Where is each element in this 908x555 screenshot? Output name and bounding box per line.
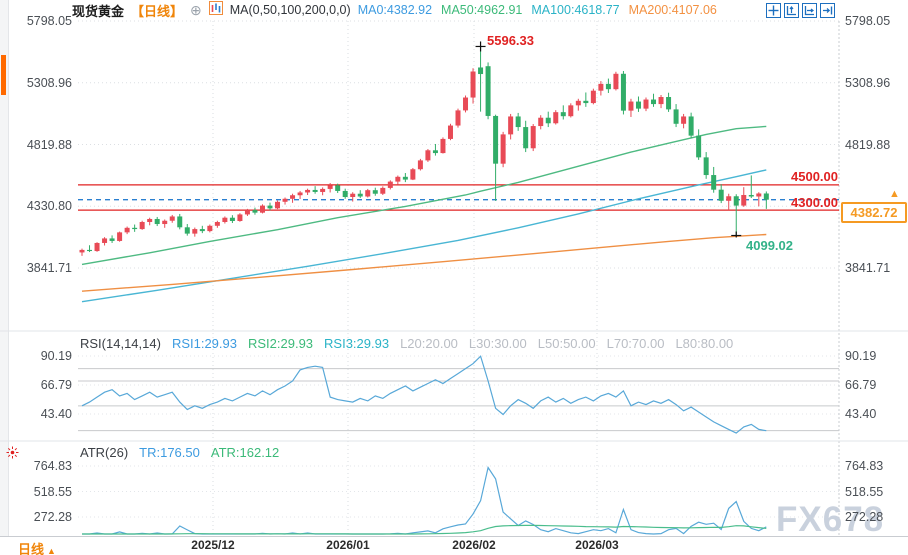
price-axis-label-left: 4819.88: [26, 137, 72, 152]
indicator-name-label: ATR(26): [80, 445, 129, 460]
sun-icon[interactable]: [6, 446, 19, 464]
price-axis-label-right: 3841.71: [845, 261, 891, 275]
left-scrollbar[interactable]: [0, 0, 9, 555]
price-axis-label-right: 5798.05: [845, 14, 891, 28]
indicator-name-label: RSI(14,14,14): [80, 336, 161, 351]
ma-value-label: MA200:4107.06: [628, 3, 717, 17]
low-price-label: 4099.02: [746, 238, 793, 253]
period-tag[interactable]: 【日线】: [131, 3, 184, 19]
atr-axis-label-left: 272.28: [33, 510, 72, 524]
indicator-value-label: RSI2:29.93: [247, 336, 314, 351]
price-axis-label-right: 5308.96: [845, 75, 891, 90]
price-axis-label-left: 3841.71: [26, 261, 72, 275]
fit-price-scale-icon[interactable]: [784, 3, 799, 18]
rsi-axis-label-left: 66.79: [40, 378, 72, 392]
add-indicator-icon[interactable]: ⊕: [190, 2, 202, 18]
resistance-level-label: 4500.00: [791, 169, 838, 184]
ma100-line: [81, 169, 767, 303]
support-level-label: 4300.00: [791, 195, 838, 210]
period-selector-label: 日线: [18, 542, 45, 555]
price-axis-label-right: 4819.88: [845, 137, 891, 152]
rsi-indicator-header[interactable]: RSI(14,14,14) RSI1:29.93 RSI2:29.93 RSI3:29…: [80, 336, 744, 351]
indicator-level-label: L80:80.00: [675, 336, 734, 351]
price-axis-label-left: 4330.80: [26, 199, 72, 214]
indicator-level-label: L50:50.00: [537, 336, 596, 351]
rsi-line: [81, 355, 767, 434]
rsi-axis-label-left: 43.40: [40, 407, 72, 421]
high-price-label: 5596.33: [487, 33, 534, 48]
price-up-arrow-icon: ▲: [889, 188, 900, 200]
candles-layer: [79, 46, 769, 256]
atr-axis-label-left: 764.83: [33, 459, 72, 473]
last-price-box: 4382.72: [841, 202, 907, 223]
chart-header: 现货黄金 【日线】 ⊕ MA(0,50,100,200,0,0) MA0:438…: [72, 0, 726, 20]
period-selector-button[interactable]: 日线 ▲: [18, 539, 56, 555]
time-axis-bar: 日线 ▲: [0, 536, 908, 555]
candlestick-chart-icon[interactable]: [208, 0, 223, 20]
time-axis-label: 2026/02: [452, 538, 496, 552]
ma50-line: [81, 125, 767, 266]
indicator-level-label: L70:70.00: [606, 336, 665, 351]
crosshair-move-icon[interactable]: [766, 3, 781, 18]
ma-value-label: MA0:4382.92: [357, 3, 433, 17]
indicator-level-label: L20:20.00: [400, 336, 458, 351]
atr-line: [82, 524, 767, 535]
rsi-axis-label-right: 43.40: [845, 407, 877, 421]
go-to-latest-icon[interactable]: [820, 3, 835, 18]
scrollbar-thumb[interactable]: [1, 55, 6, 95]
atr-indicator-header[interactable]: ATR(26) TR:176.50 ATR:162.12: [80, 445, 290, 460]
price-axis-label-left: 5308.96: [26, 75, 72, 90]
atr-axis-label-right: 518.55: [845, 484, 884, 499]
ma-value-label: MA50:4962.91: [441, 3, 523, 17]
indicator-value-label: RSI1:29.93: [171, 336, 237, 351]
rsi-axis-label-right: 90.19: [845, 349, 877, 363]
ma-value-label: MA100:4618.77: [531, 3, 620, 17]
indicator-value-label: RSI3:29.93: [324, 336, 390, 351]
triangle-up-icon: ▲: [47, 546, 56, 555]
atr-axis-label-right: 764.83: [845, 459, 884, 473]
fit-time-scale-icon[interactable]: [802, 3, 817, 18]
ma200-line: [81, 233, 767, 292]
symbol-title: 现货黄金: [72, 3, 125, 19]
atr-axis-label-right: 272.28: [845, 510, 884, 524]
chart-toolbar: [766, 3, 835, 18]
ma-value-readouts: MA0:4382.92 MA50:4962.91 MA100:4618.77 MA20…: [358, 1, 726, 19]
indicator-value-label: ATR:162.12: [210, 445, 280, 460]
time-axis-label: 2025/12: [191, 538, 235, 552]
time-axis-label: 2026/03: [575, 538, 619, 552]
price-axis-label-left: 5798.05: [26, 14, 72, 28]
rsi-axis-label-right: 66.79: [845, 378, 877, 392]
tr-line: [82, 465, 767, 535]
rsi-axis-label-left: 90.19: [40, 349, 72, 363]
indicator-value-label: TR:176.50: [139, 445, 200, 460]
indicator-level-label: L30:30.00: [468, 336, 527, 351]
atr-axis-label-left: 518.55: [33, 484, 72, 499]
time-axis-label: 2026/01: [326, 538, 370, 552]
ma-settings-label[interactable]: MA(0,50,100,200,0,0): [229, 3, 351, 17]
